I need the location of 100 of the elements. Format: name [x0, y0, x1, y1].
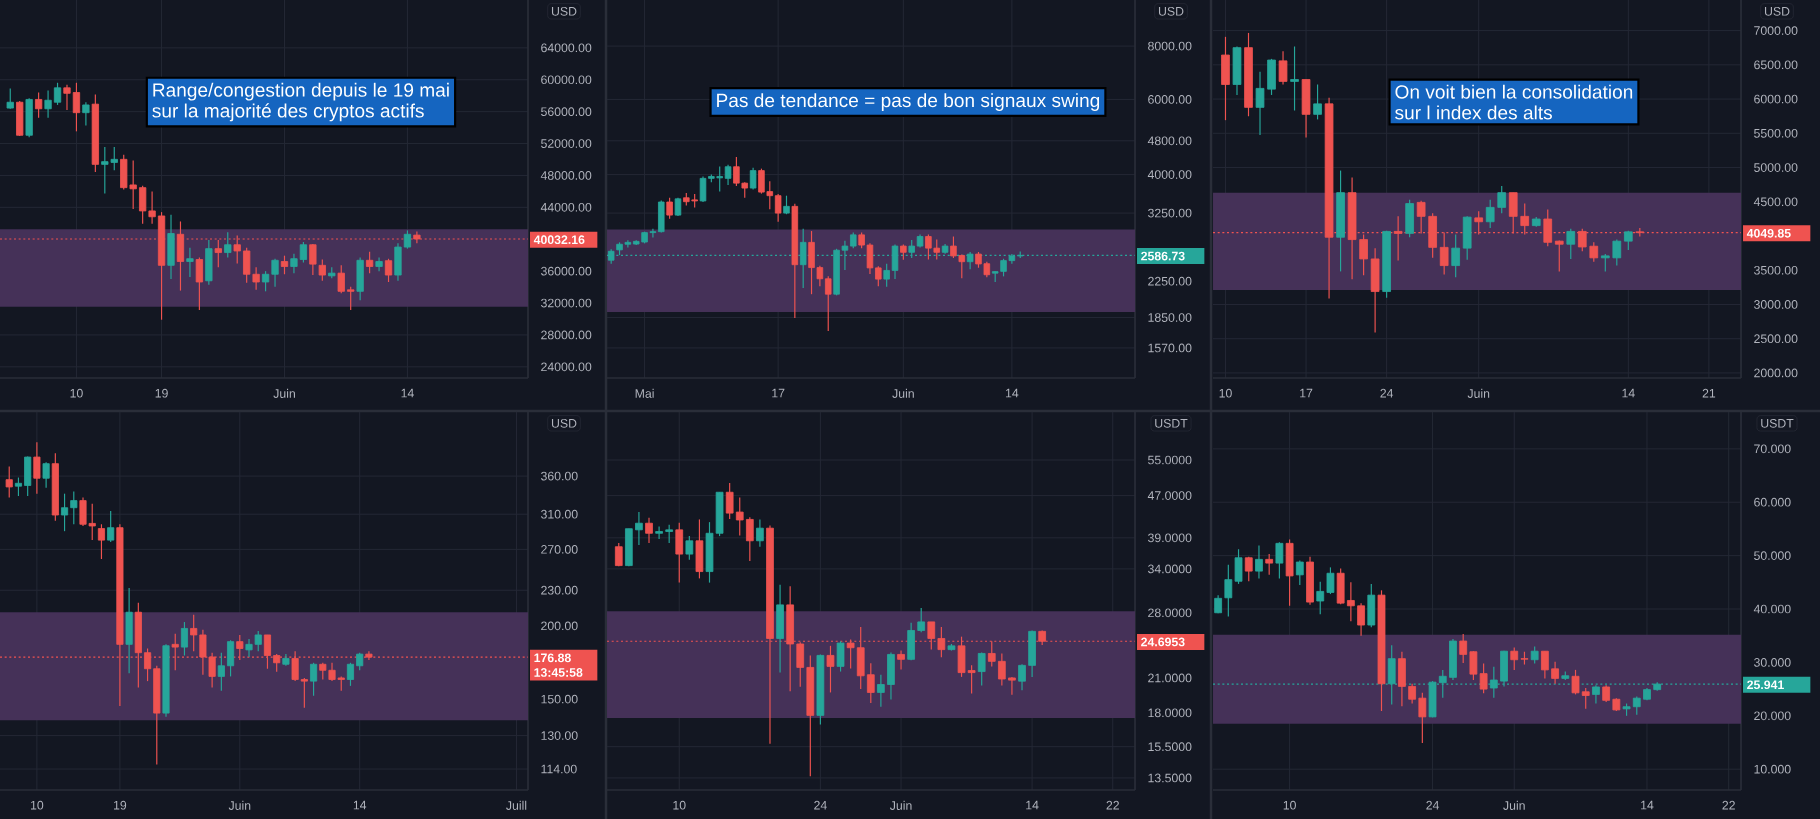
annotation: sur l index des alts	[1395, 105, 1552, 120]
y-tick-label: 36000.00	[541, 266, 592, 276]
x-tick-label: 21	[1702, 388, 1716, 398]
y-tick-label: 114.00	[541, 764, 577, 774]
candlestick	[724, 164, 732, 186]
candlestick	[645, 517, 653, 544]
y-tick-label: 50.000	[1754, 551, 1791, 560]
y-tick-label: 2500.00	[1754, 334, 1798, 344]
candlestick	[774, 193, 782, 223]
y-tick-label: 44000.00	[540, 202, 592, 212]
annotation: Pas de tendance = pas de bon signaux swing	[717, 93, 1100, 111]
candlestick	[665, 524, 674, 544]
candlestick	[883, 263, 890, 288]
candlestick	[299, 241, 308, 264]
candlestick	[1008, 676, 1016, 696]
candlestick	[190, 614, 198, 652]
x-tick-label: Juin	[273, 388, 295, 398]
candlestick	[33, 441, 41, 495]
y-axis-title: USDT	[1155, 418, 1188, 428]
candlestick	[1357, 602, 1365, 637]
y-tick-label: 32000.00	[541, 298, 592, 308]
ref-line-label: 24.6953	[1141, 637, 1185, 647]
candlestick	[977, 651, 986, 687]
x-tick-label: 14	[1641, 800, 1654, 810]
y-tick-label: 8000.00	[1148, 41, 1192, 51]
candlestick	[1346, 581, 1355, 622]
y-tick-label: 28000.00	[541, 330, 592, 340]
x-tick-label: 19	[155, 388, 168, 398]
x-tick-label: 14	[353, 800, 367, 810]
x-tick-label: Juin	[228, 800, 251, 810]
candlestick	[195, 256, 204, 311]
candlestick	[1459, 633, 1468, 664]
candlestick	[699, 175, 707, 203]
candlestick	[1554, 239, 1564, 272]
x-tick-label: Juin	[889, 800, 912, 810]
y-tick-label: 13.5000	[1148, 773, 1192, 783]
candlestick	[666, 197, 673, 220]
candlestick	[875, 265, 882, 287]
candlestick	[1326, 566, 1335, 595]
candlestick	[1408, 683, 1417, 705]
candlestick	[1313, 83, 1322, 120]
candlestick	[1255, 544, 1263, 580]
x-tick-label: Juin	[1467, 388, 1490, 398]
candlestick	[1418, 692, 1427, 744]
x-tick-label: Juin	[1503, 800, 1525, 810]
candlestick	[70, 490, 78, 525]
y-tick-label: 70.000	[1754, 444, 1791, 454]
y-tick-label: 270.00	[541, 545, 578, 554]
y-tick-label: 3500.00	[1754, 265, 1798, 275]
candlestick	[1510, 646, 1519, 671]
y-axis-title: USD	[551, 6, 577, 16]
x-tick-label: 24	[1426, 800, 1440, 810]
y-axis-title: USDT	[1761, 418, 1794, 428]
candlestick	[1234, 548, 1243, 585]
candlestick	[917, 607, 926, 633]
candlestick	[14, 476, 22, 497]
y-tick-label: 5500.00	[1754, 128, 1798, 138]
y-axis-title: USD	[551, 418, 577, 428]
y-tick-label: 2000.00	[1754, 368, 1798, 378]
candlestick	[1581, 687, 1590, 710]
candlestick	[1589, 241, 1599, 263]
candlestick	[1224, 564, 1233, 618]
y-tick-label: 360.00	[541, 471, 578, 481]
candlestick	[897, 649, 905, 671]
x-tick-label: 14	[1005, 388, 1019, 398]
candlestick	[384, 258, 393, 283]
y-tick-label: 39.0000	[1148, 533, 1192, 543]
x-tick-label: 17	[1300, 388, 1313, 398]
candlestick	[42, 461, 50, 489]
y-tick-label: 200.00	[541, 621, 578, 631]
candlestick	[180, 621, 189, 657]
y-tick-label: 15.5000	[1148, 742, 1192, 752]
x-tick-label: 10	[673, 800, 686, 810]
candlestick	[1018, 663, 1026, 691]
y-tick-label: 310.00	[541, 509, 578, 519]
y-tick-label: 55.0000	[1148, 455, 1192, 465]
y-tick-label: 6000.00	[1754, 94, 1798, 104]
candlestick	[1540, 650, 1549, 680]
candlestick	[1485, 199, 1495, 229]
y-tick-label: 3000.00	[1754, 300, 1798, 309]
y-tick-label: 52000.00	[541, 139, 592, 148]
candlestick	[34, 91, 43, 119]
candlestick	[998, 652, 1006, 687]
candlestick	[347, 286, 355, 311]
candlestick	[635, 511, 643, 546]
y-tick-label: 1570.00	[1148, 343, 1192, 353]
x-tick-label: 14	[401, 388, 414, 398]
y-tick-label: 10.000	[1754, 764, 1791, 774]
candlestick	[107, 510, 115, 543]
candlestick	[72, 82, 81, 132]
ref-line-label: 40032.16	[533, 235, 585, 245]
candlestick	[655, 525, 663, 540]
candlestick	[1497, 185, 1507, 214]
x-tick-label: 22	[1722, 800, 1735, 810]
y-tick-label: 30.000	[1754, 658, 1791, 667]
x-tick-label: Juin	[892, 388, 914, 398]
candlestick	[1439, 231, 1449, 276]
candlestick	[685, 535, 694, 561]
ref-line-label: 176.88 13:45:58	[534, 653, 583, 677]
y-tick-label: 47.0000	[1147, 491, 1192, 500]
